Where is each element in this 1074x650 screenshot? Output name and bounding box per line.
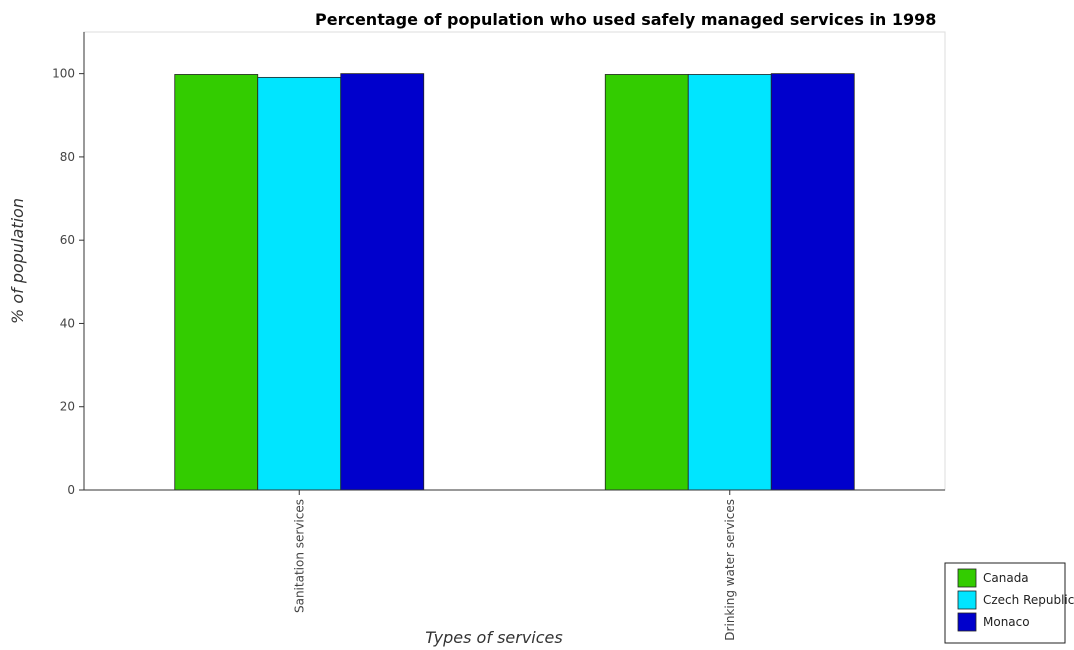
- y-axis: 0 20 40 60 80 100: [52, 32, 85, 497]
- bar-canada-1: [174, 74, 259, 491]
- chart-title: Percentage of population who used safely…: [315, 10, 936, 29]
- legend-label: Monaco: [983, 615, 1030, 629]
- y-tick-label: 100: [52, 67, 75, 81]
- bar-czech-republic-1: [257, 76, 342, 491]
- legend-swatch-czech-republic: [957, 590, 977, 610]
- legend-swatch-canada: [957, 568, 977, 588]
- legend-label: Czech Republic: [983, 593, 1074, 607]
- x-axis: Sanitation services Drinking water servic…: [84, 489, 945, 641]
- y-tick-label: 20: [60, 400, 75, 414]
- bar-monaco-2: [770, 73, 855, 491]
- y-axis-label: % of population: [8, 198, 27, 324]
- bars-group: [174, 73, 855, 491]
- bar-canada-2: [604, 74, 689, 491]
- y-tick-label: 80: [60, 150, 75, 164]
- x-tick-label: Sanitation services: [292, 499, 306, 613]
- y-tick-label: 40: [60, 316, 75, 330]
- y-tick-label: 0: [67, 483, 75, 497]
- bar-czech-republic-2: [687, 74, 772, 491]
- x-tick-label: Drinking water services: [723, 499, 737, 641]
- x-axis-label: Types of services: [425, 628, 562, 647]
- legend: Canada Czech Republic Monaco: [944, 562, 1074, 644]
- legend-swatch-monaco: [957, 612, 977, 632]
- legend-label: Canada: [983, 571, 1029, 585]
- y-tick-label: 60: [60, 233, 75, 247]
- bar-monaco-1: [340, 73, 425, 491]
